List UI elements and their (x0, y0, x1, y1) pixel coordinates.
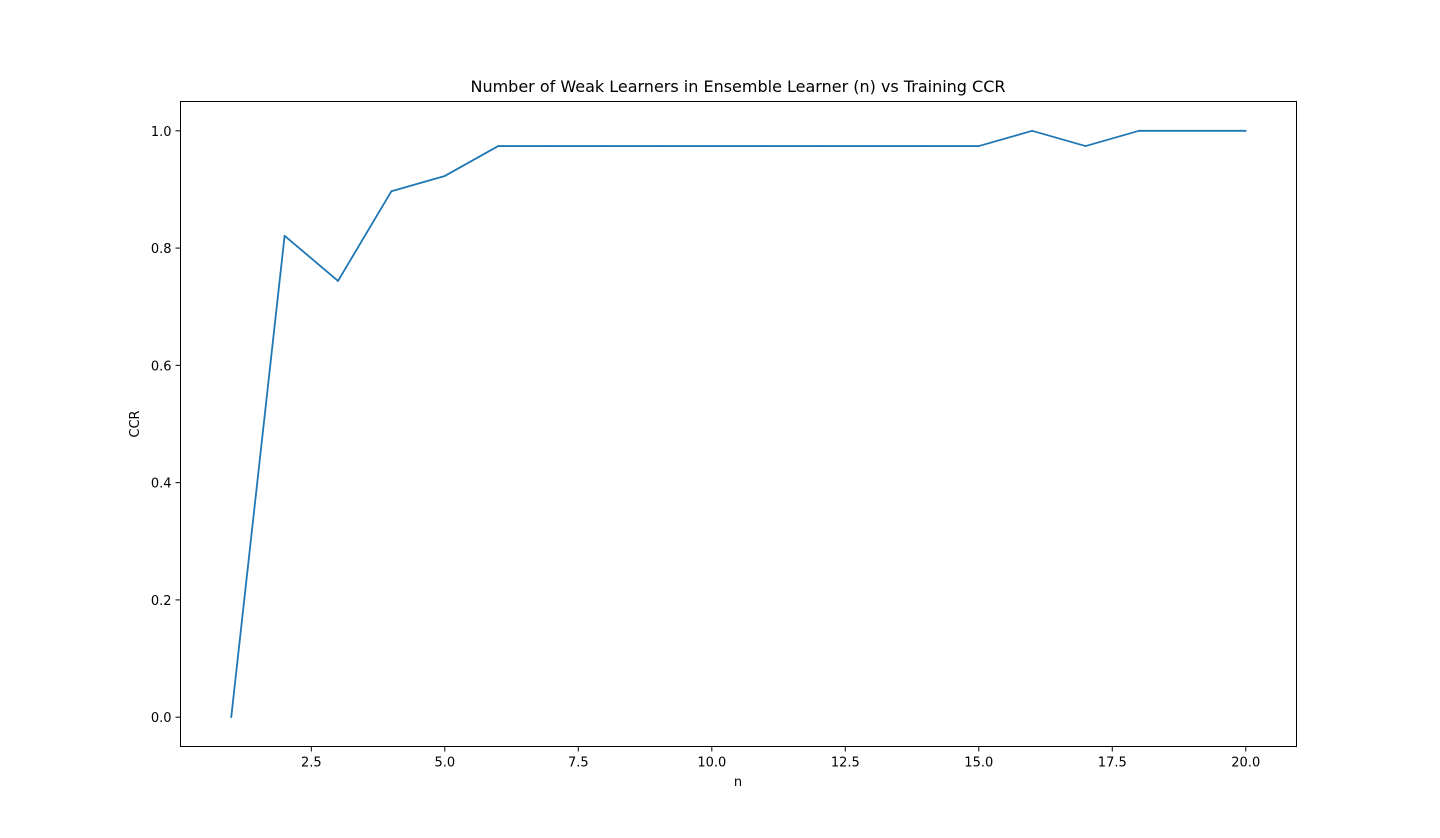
x-tick-label: 15.0 (964, 756, 993, 771)
data-point (604, 145, 606, 147)
y-axis-title: CCR (128, 410, 143, 437)
data-point (924, 145, 927, 147)
series-line (230, 129, 1246, 718)
data-point (1191, 129, 1194, 132)
data-point (497, 145, 500, 147)
x-tick-label: 5.0 (434, 756, 455, 771)
data-point (817, 145, 820, 147)
y-axis: 0.0 0.2 0.4 0.6 0.8 1.0 (151, 125, 181, 726)
data-point (1244, 129, 1247, 132)
y-tick-label: 1.0 (151, 125, 172, 140)
x-tick-label: 17.5 (1098, 756, 1127, 771)
data-point (230, 716, 233, 719)
data-point (1031, 129, 1034, 132)
data-point (764, 145, 767, 147)
y-tick-label: 0.2 (151, 594, 172, 609)
y-tick-label: 0.4 (151, 477, 172, 492)
y-tick-label: 0.8 (151, 242, 172, 257)
y-tick-label: 0.6 (151, 359, 172, 374)
data-point (1084, 145, 1087, 147)
x-axis: 2.5 5.0 7.5 10.0 12.5 15.0 17.5 20.0 (301, 746, 1260, 771)
data-point (1138, 129, 1140, 132)
x-tick-label: 20.0 (1231, 756, 1260, 771)
data-point (390, 190, 393, 193)
data-point (657, 145, 660, 147)
data-point (977, 145, 980, 147)
data-point (550, 145, 553, 147)
x-tick-label: 2.5 (301, 756, 322, 771)
x-tick-label: 7.5 (568, 756, 589, 771)
chart-title: Number of Weak Learners in Ensemble Lear… (470, 77, 1005, 96)
data-point (283, 234, 286, 237)
data-point (871, 145, 873, 147)
data-point (337, 280, 339, 282)
y-tick-label: 0.0 (151, 711, 172, 726)
series-layer (230, 129, 1247, 719)
x-tick-label: 10.0 (697, 756, 726, 771)
plot-area (180, 101, 1297, 747)
data-point (443, 175, 446, 177)
x-tick-label: 12.5 (831, 756, 860, 771)
data-point (710, 145, 713, 147)
x-axis-title: n (734, 775, 742, 790)
